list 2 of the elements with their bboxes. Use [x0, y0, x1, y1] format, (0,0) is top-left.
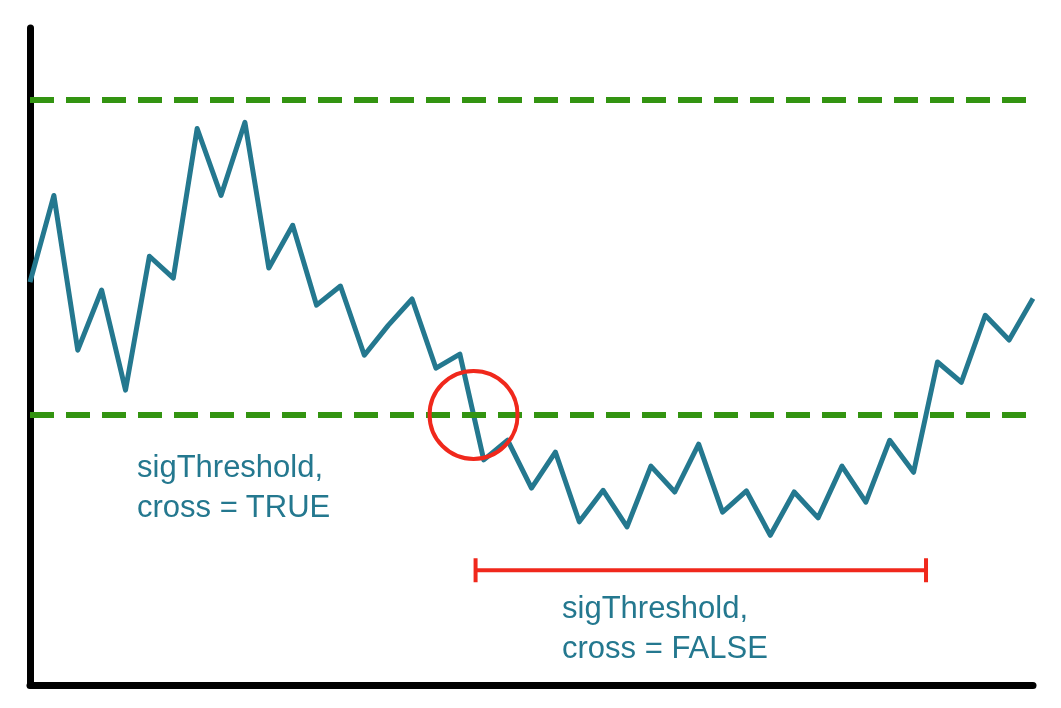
ref-line-label: sigThreshold, cross = FALSE: [562, 589, 768, 665]
annotation: sigThreshold, cross = TRUE: [137, 448, 331, 524]
